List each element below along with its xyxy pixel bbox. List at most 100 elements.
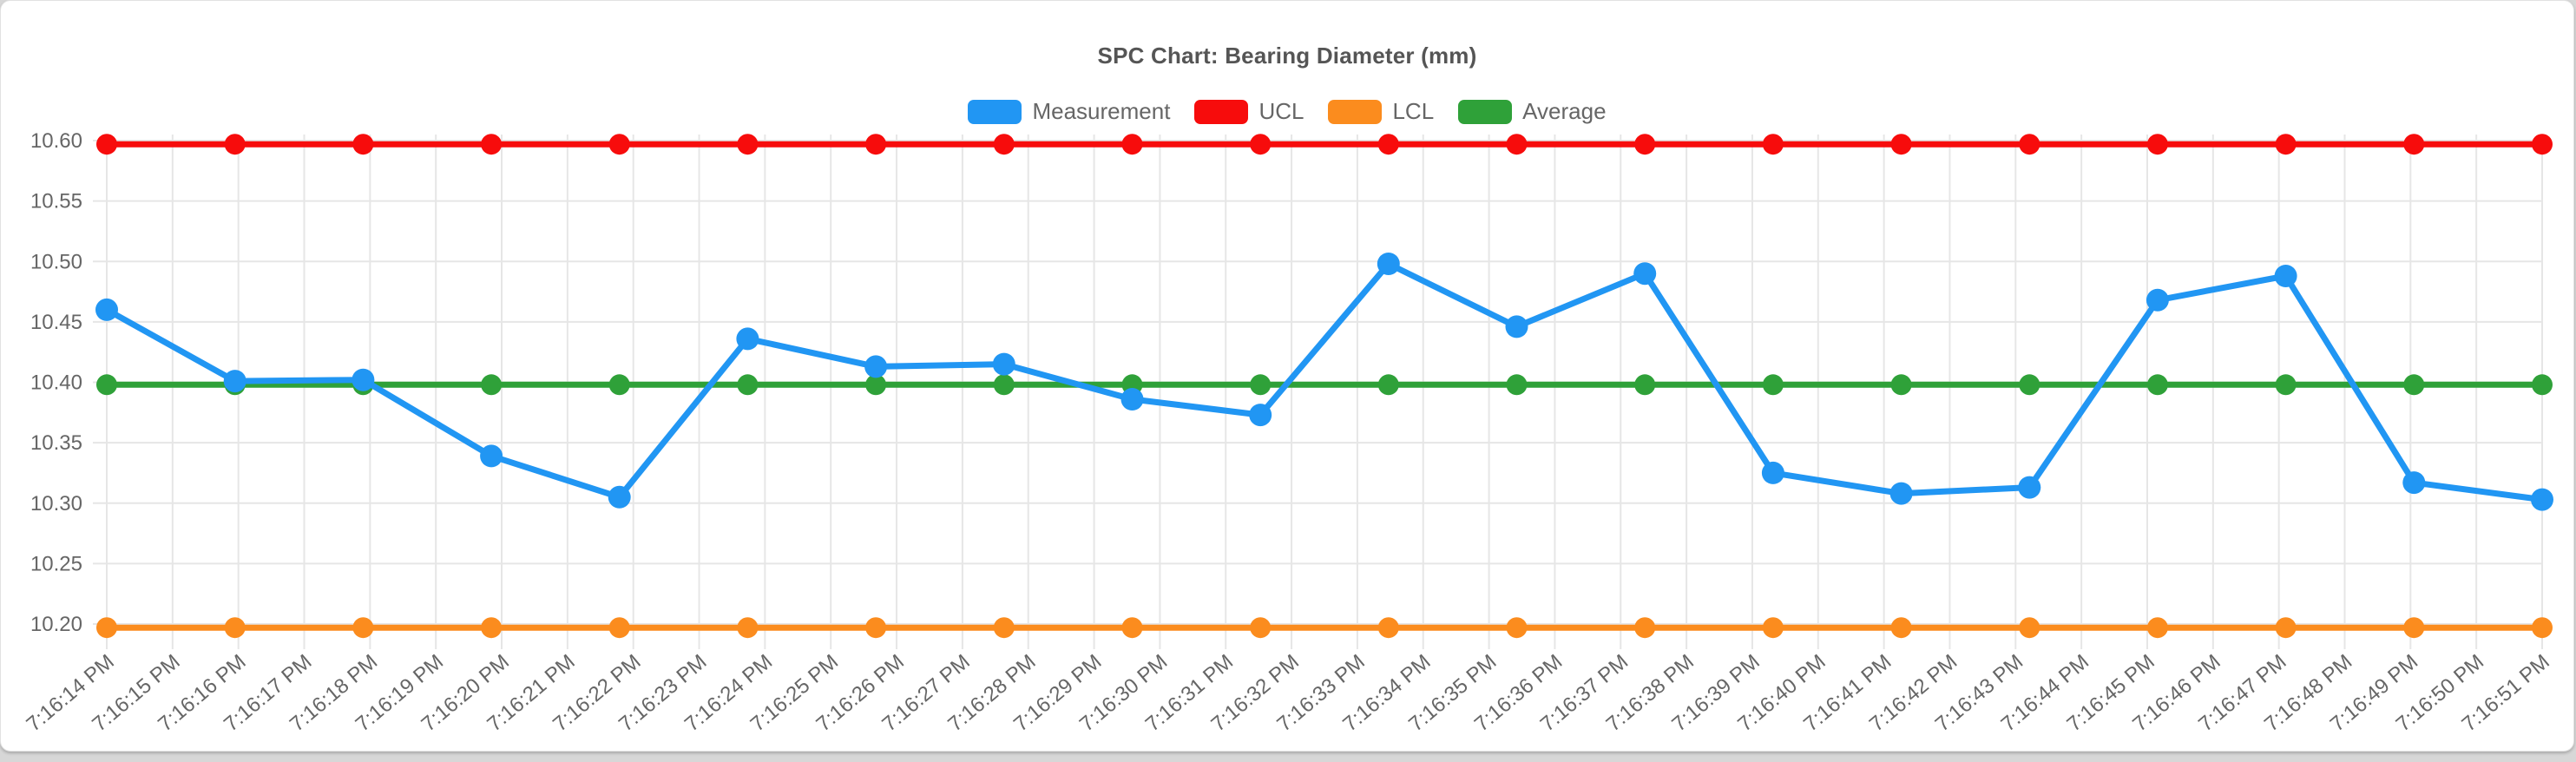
- measurement-point: [736, 327, 759, 351]
- legend-item-average[interactable]: Average: [1458, 98, 1607, 125]
- measurement-point: [1377, 253, 1400, 275]
- average-point: [1890, 374, 1912, 396]
- chart-legend: Measurement UCL LCL Average: [1, 98, 2573, 125]
- ucl-point: [737, 134, 759, 155]
- lcl-point: [2019, 617, 2040, 639]
- average-point: [1506, 374, 1528, 396]
- series-line-measurement: [103, 260, 2546, 503]
- lcl-point: [2275, 617, 2297, 639]
- measurement-point: [2531, 488, 2553, 511]
- measurement-point: [1505, 315, 1528, 338]
- lcl-point: [2532, 617, 2553, 639]
- measurement-point: [608, 485, 631, 509]
- average-point: [2275, 374, 2297, 396]
- average-point: [481, 374, 503, 396]
- ucl-point: [224, 134, 246, 155]
- measurement-point: [2146, 288, 2169, 312]
- lcl-point: [865, 617, 887, 639]
- average-point: [608, 374, 630, 396]
- average-point: [2403, 374, 2425, 396]
- measurement-point: [1249, 404, 1272, 427]
- legend-swatch-lcl: [1328, 99, 1383, 124]
- chart-title: SPC Chart: Bearing Diameter (mm): [1097, 43, 1477, 69]
- measurement-point: [864, 355, 888, 378]
- legend-label: Measurement: [1032, 98, 1171, 124]
- legend-item-lcl[interactable]: LCL: [1328, 98, 1434, 125]
- legend-label: UCL: [1258, 98, 1304, 124]
- lcl-point: [1250, 617, 1272, 639]
- ucl-point: [1890, 134, 1912, 155]
- series-average: [96, 374, 2553, 396]
- lcl-point: [1377, 617, 1399, 639]
- ucl-point: [96, 134, 117, 155]
- average-point: [96, 374, 117, 396]
- ucl-point: [1762, 134, 1784, 155]
- measurement-point: [2018, 476, 2041, 499]
- y-axis-tick-label: 10.40: [30, 371, 82, 395]
- lcl-point: [993, 617, 1015, 639]
- lcl-point: [1762, 617, 1784, 639]
- series-lcl: [96, 617, 2553, 639]
- lcl-point: [737, 617, 759, 639]
- measurement-point: [1889, 482, 1913, 505]
- lcl-point: [481, 617, 503, 639]
- average-point: [865, 374, 887, 396]
- ucl-point: [481, 134, 503, 155]
- measurement-point: [480, 444, 503, 468]
- average-point: [2532, 374, 2553, 396]
- y-axis-tick-label: 10.50: [30, 250, 82, 273]
- y-axis-tick-label: 10.55: [30, 190, 82, 213]
- lcl-point: [352, 617, 374, 639]
- average-point: [1250, 374, 1272, 396]
- ucl-point: [993, 134, 1015, 155]
- ucl-point: [865, 134, 887, 155]
- lcl-point: [224, 617, 246, 639]
- average-point: [1634, 374, 1656, 396]
- legend-label: LCL: [1392, 98, 1435, 124]
- ucl-point: [2019, 134, 2040, 155]
- y-axis-tick-label: 10.35: [30, 431, 82, 455]
- series-ucl: [96, 134, 2553, 155]
- ucl-point: [1121, 134, 1143, 155]
- legend-swatch-ucl: [1194, 99, 1249, 124]
- y-axis-tick-label: 10.45: [30, 311, 82, 334]
- measurement-point: [1633, 262, 1657, 286]
- average-point: [737, 374, 759, 396]
- lcl-point: [1634, 617, 1656, 639]
- legend-item-ucl[interactable]: UCL: [1194, 98, 1304, 125]
- ucl-point: [1634, 134, 1656, 155]
- lcl-point: [1506, 617, 1528, 639]
- average-point: [1377, 374, 1399, 396]
- measurement-point: [95, 298, 118, 321]
- legend-label: Average: [1522, 98, 1607, 124]
- y-axis-tick-label: 10.25: [30, 552, 82, 575]
- ucl-point: [2146, 134, 2168, 155]
- y-axis-tick-label: 10.60: [30, 129, 82, 153]
- measurement-point: [223, 370, 246, 393]
- y-axis-tick-label: 10.30: [30, 492, 82, 516]
- legend-swatch-average: [1458, 99, 1513, 124]
- ucl-point: [1250, 134, 1272, 155]
- lcl-point: [2403, 617, 2425, 639]
- ucl-point: [2532, 134, 2553, 155]
- measurement-point: [1761, 461, 1784, 484]
- lcl-point: [96, 617, 117, 639]
- average-point: [2146, 374, 2168, 396]
- measurement-point: [2402, 471, 2426, 495]
- lcl-point: [608, 617, 630, 639]
- lcl-point: [1890, 617, 1912, 639]
- ucl-point: [1377, 134, 1399, 155]
- legend-item-measurement[interactable]: Measurement: [968, 98, 1170, 125]
- x-gridlines: 7:16:14 PM7:16:15 PM7:16:16 PM7:16:17 PM…: [22, 135, 2554, 736]
- measurement-point: [352, 368, 375, 391]
- lcl-point: [1121, 617, 1143, 639]
- average-point: [2019, 374, 2040, 396]
- legend-swatch-measurement: [968, 99, 1022, 124]
- ucl-point: [1506, 134, 1528, 155]
- series-measurement: [95, 253, 2553, 511]
- y-axis-tick-label: 10.20: [30, 613, 82, 636]
- ucl-point: [608, 134, 630, 155]
- lcl-point: [2146, 617, 2168, 639]
